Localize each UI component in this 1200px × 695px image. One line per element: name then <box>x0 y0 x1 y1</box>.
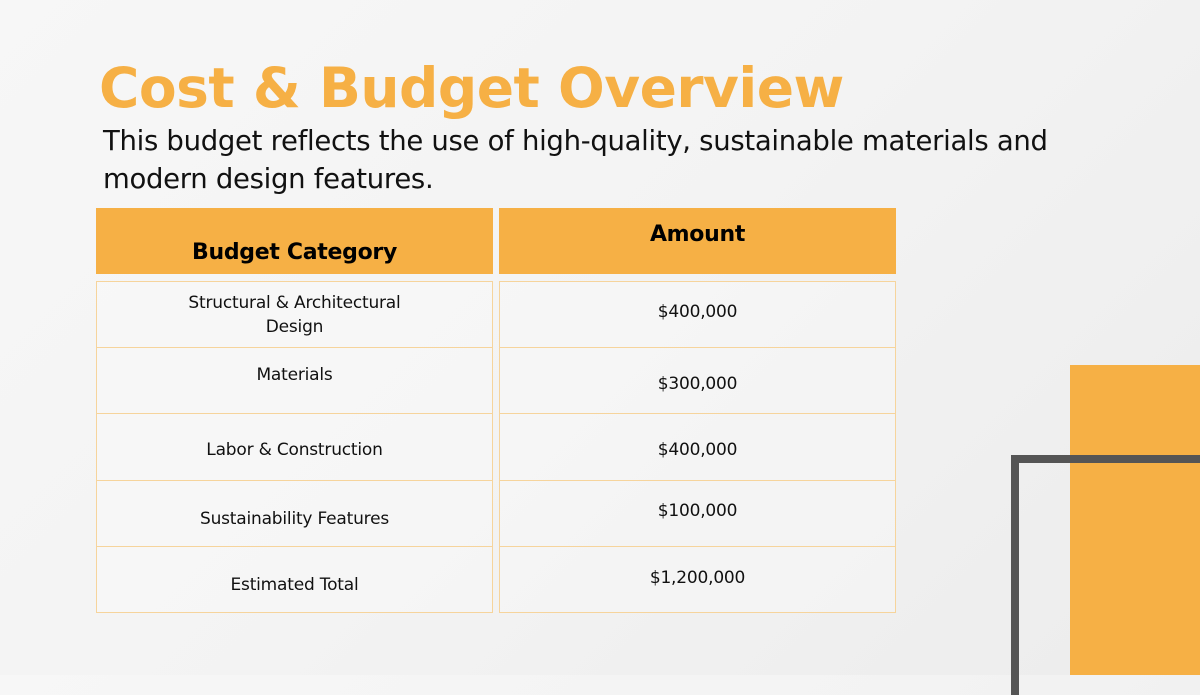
slide-subtitle: This budget reflects the use of high-qua… <box>103 125 1048 195</box>
decorative-gray-frame <box>1011 455 1200 695</box>
table-row-category: Materials <box>96 347 493 414</box>
category-label: Structural & Architectural Design <box>188 292 401 337</box>
table-row-amount: $300,000 <box>499 347 896 414</box>
category-label: Labor & Construction <box>206 440 383 460</box>
table-row-category: Sustainability Features <box>96 480 493 547</box>
category-label: Sustainability Features <box>199 508 389 529</box>
category-label: Materials <box>256 364 333 385</box>
amount-value: $1,200,000 <box>649 567 746 588</box>
amount-value: $300,000 <box>657 373 738 394</box>
table-row-amount-total: $1,200,000 <box>499 546 896 613</box>
table-row-amount: $400,000 <box>499 413 896 481</box>
table-row-amount: $400,000 <box>499 281 896 348</box>
amount-value: $100,000 <box>657 500 738 521</box>
decorative-orange-block <box>1070 365 1200 675</box>
table-row-category: Structural & Architectural Design <box>96 281 493 348</box>
slide-title: Cost & Budget Overview <box>99 56 844 120</box>
header-label: Amount <box>649 221 746 247</box>
amount-value: $400,000 <box>657 301 738 322</box>
header-amount: Amount <box>499 208 896 274</box>
amount-value: $400,000 <box>657 440 738 460</box>
category-label: Estimated Total <box>230 574 359 595</box>
table-row-amount: $100,000 <box>499 480 896 547</box>
header-label: Budget Category <box>191 239 397 265</box>
header-budget-category: Budget Category <box>96 208 493 274</box>
table-row-category-total: Estimated Total <box>96 546 493 613</box>
table-row-category: Labor & Construction <box>96 413 493 481</box>
